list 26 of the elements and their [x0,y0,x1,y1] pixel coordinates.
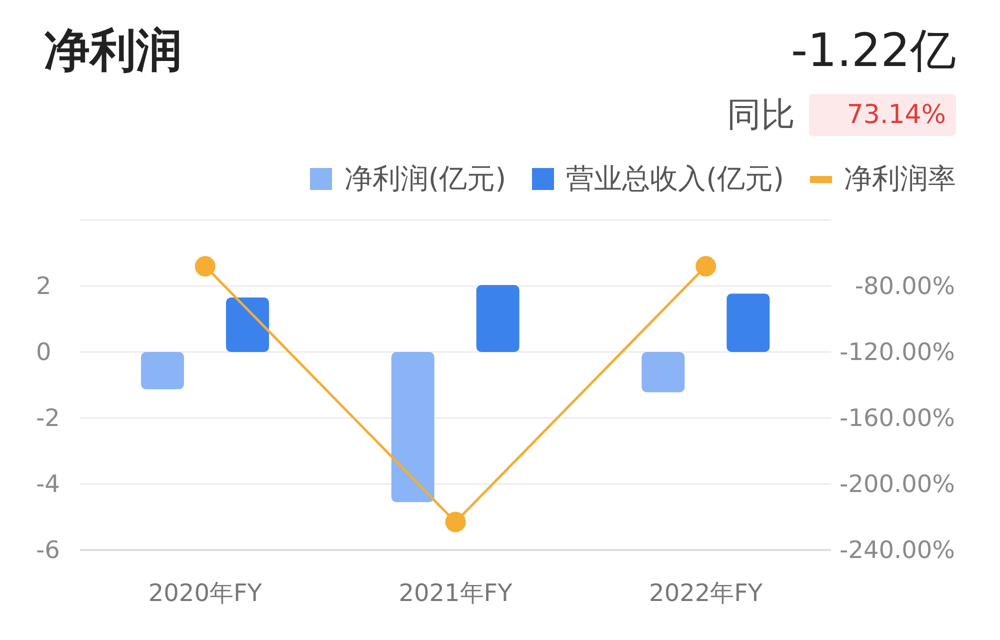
y2-tick-label: -240.00% [840,536,955,564]
chart-title: 净利润 [44,22,182,79]
y-tick-label: -6 [36,536,60,564]
y2-tick-label: -160.00% [840,404,955,432]
bar [391,352,434,502]
y-tick-label: -2 [36,404,60,432]
legend-label: 净利润(亿元) [343,161,506,197]
text: 同比 [726,94,795,137]
x-tick-label: 2022年FY [649,579,763,608]
x-tick-label: 2021年FY [398,579,513,608]
y2-tick-label: -80.00% [854,272,955,300]
y-tick-label: 2 [36,272,52,300]
y-tick-label: -4 [36,470,60,498]
x-tick-label: 2020年FY [148,579,262,608]
y2-tick-label: -120.00% [840,338,955,366]
legend-label: 净利润率 [843,161,956,197]
bar [226,298,269,352]
y-tick-label: 0 [36,338,52,366]
text: 73.14% [808,94,956,136]
bar [476,285,520,352]
y2-tick-label: -200.00% [840,470,955,498]
text: -1.22亿 [790,22,956,79]
legend-label: 营业总收入(亿元) [565,161,784,197]
bar [141,352,184,390]
bar [726,294,770,352]
bar [642,352,685,392]
